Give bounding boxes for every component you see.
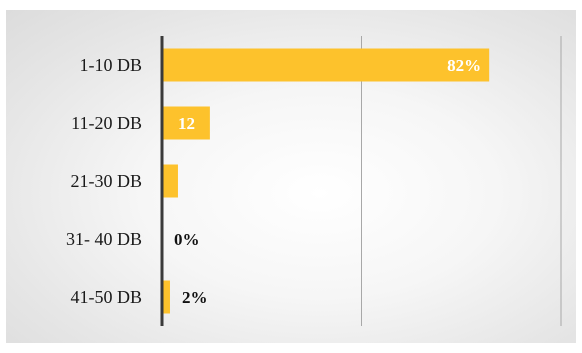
data-label: 2% xyxy=(182,288,208,307)
category-label: 31- 40 DB xyxy=(66,229,142,249)
gridlines xyxy=(361,36,562,326)
category-label: 21-30 DB xyxy=(71,171,143,191)
data-label: 12 xyxy=(178,114,195,133)
bar xyxy=(162,106,210,140)
data-label: 0% xyxy=(174,230,200,249)
bar xyxy=(162,48,490,82)
category-label: 41-50 DB xyxy=(71,287,143,307)
category-label: 11-20 DB xyxy=(71,113,142,133)
bar xyxy=(162,164,178,198)
category-label: 1-10 DB xyxy=(80,55,143,75)
data-label: 82% xyxy=(447,56,481,75)
labels: 1-10 DB 82% 11-20 DB 12 21-30 DB 31- 40 DB 0% 4… xyxy=(66,55,481,307)
bar xyxy=(162,280,170,314)
bars xyxy=(162,48,490,314)
